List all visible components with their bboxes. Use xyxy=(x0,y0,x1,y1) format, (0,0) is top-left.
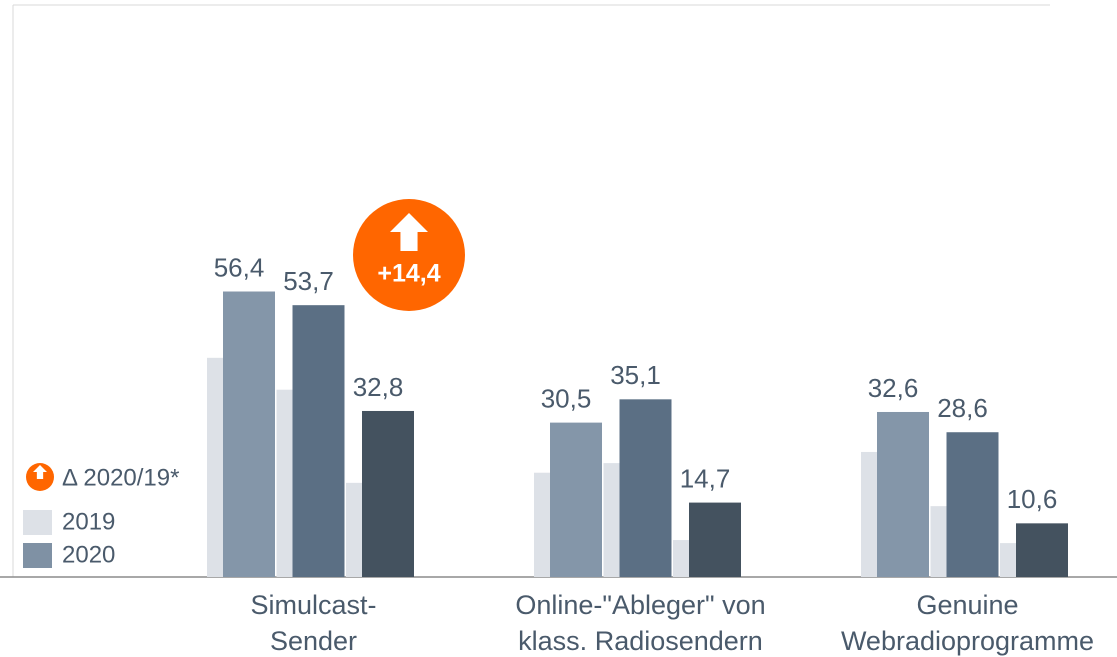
value-label: 30,5 xyxy=(541,383,592,413)
bar-2020 xyxy=(689,502,741,577)
value-label: 10,6 xyxy=(1007,484,1058,514)
bar-2020 xyxy=(292,305,345,577)
value-label: 53,7 xyxy=(283,266,334,296)
legend-delta-label: Δ 2020/19* xyxy=(62,464,179,491)
category-line: Sender xyxy=(270,626,357,656)
value-label: 14,7 xyxy=(680,463,731,493)
bar-2020 xyxy=(550,422,602,577)
category-line: Webradioprogramme xyxy=(841,626,1094,656)
value-label: 32,8 xyxy=(353,372,404,402)
category-line: klass. Radiosendern xyxy=(518,626,763,656)
category-label: Genuine Webradioprogramme xyxy=(841,590,1094,656)
bar-2020 xyxy=(946,432,999,577)
delta-badge xyxy=(353,199,465,311)
value-label: 56,4 xyxy=(214,252,265,282)
bar-2020 xyxy=(877,411,929,577)
value-label: 35,1 xyxy=(610,360,661,390)
value-label: 28,6 xyxy=(937,393,988,423)
legend-label: 2020 xyxy=(62,541,115,568)
bar-2020 xyxy=(362,410,414,577)
value-label: 32,6 xyxy=(868,373,919,403)
category-line: Online-"Ableger" von xyxy=(515,590,765,620)
arrow-icon xyxy=(33,465,47,479)
delta-badge-label: +14,4 xyxy=(377,260,440,288)
category-label: Online-"Ableger" von klass. Radiosendern xyxy=(515,590,765,656)
category-line: Genuine xyxy=(916,590,1018,620)
legend-swatch xyxy=(23,510,52,535)
bar-2020 xyxy=(223,291,275,577)
bar-2020 xyxy=(1016,523,1068,577)
category-line: Simulcast- xyxy=(250,590,376,620)
legend-label: 2019 xyxy=(62,508,115,535)
bar-2020 xyxy=(619,399,672,577)
category-label: Simulcast- Sender xyxy=(250,590,376,656)
arrow-icon xyxy=(390,213,428,251)
legend-swatch xyxy=(23,543,52,568)
